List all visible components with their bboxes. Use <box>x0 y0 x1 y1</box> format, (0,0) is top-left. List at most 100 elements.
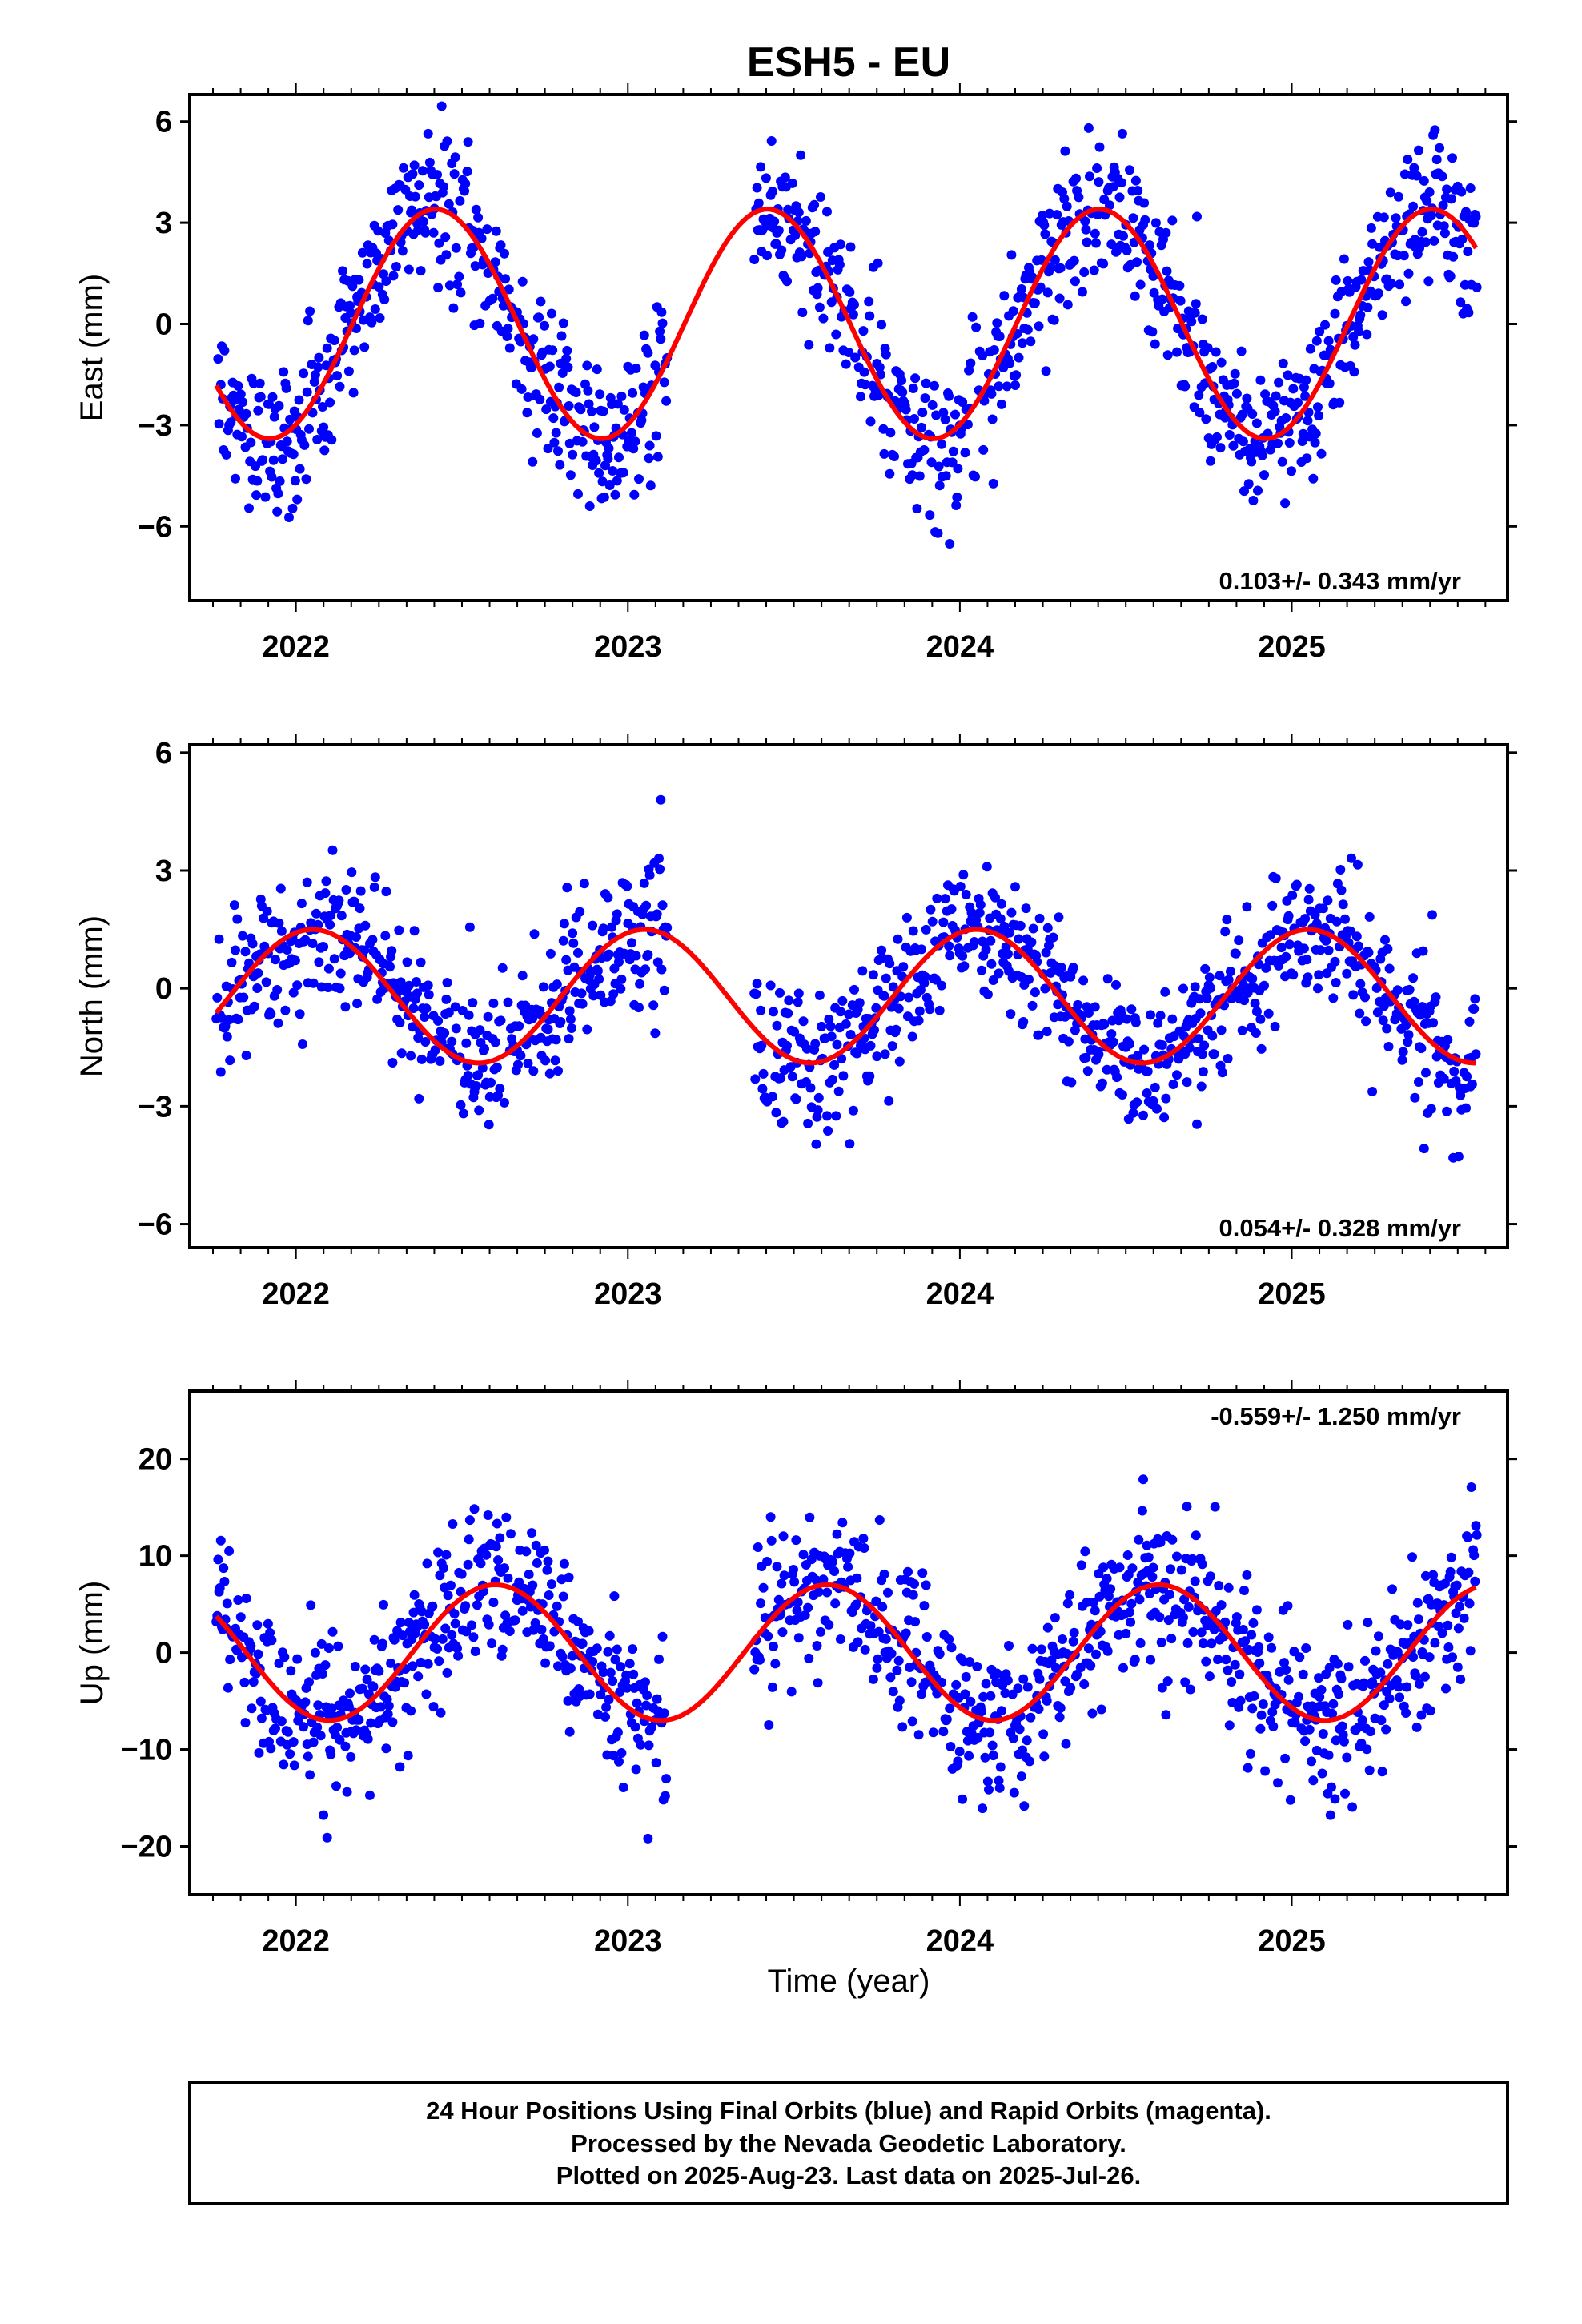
data-point <box>619 404 629 415</box>
data-point <box>367 935 378 945</box>
data-point <box>576 404 586 415</box>
data-point <box>1449 1066 1460 1076</box>
data-point <box>1019 1801 1030 1811</box>
data-point <box>639 878 649 888</box>
data-point <box>490 1037 500 1047</box>
data-point <box>999 291 1010 301</box>
data-point <box>1054 1712 1065 1723</box>
data-point <box>953 1756 963 1767</box>
data-point <box>468 998 478 1008</box>
data-point <box>368 1682 379 1692</box>
data-point <box>381 887 391 897</box>
data-point <box>1210 1502 1220 1512</box>
data-point <box>604 949 614 959</box>
data-point <box>634 474 644 485</box>
data-point <box>654 1654 664 1664</box>
data-point <box>424 157 435 167</box>
data-point <box>1313 983 1323 994</box>
data-point <box>1022 1682 1033 1692</box>
data-point <box>648 1000 659 1011</box>
data-point <box>319 1810 329 1820</box>
data-point <box>314 352 324 363</box>
data-point <box>582 1024 592 1035</box>
data-point <box>1314 411 1324 420</box>
data-point <box>661 396 672 406</box>
data-point <box>657 1631 668 1642</box>
data-point <box>1426 211 1436 221</box>
data-point <box>1472 1530 1482 1540</box>
data-point <box>1027 1643 1038 1654</box>
data-point <box>1384 1694 1395 1704</box>
data-point <box>380 931 391 941</box>
data-point <box>1371 1646 1381 1656</box>
data-point <box>1152 1104 1162 1114</box>
data-point <box>573 1617 583 1626</box>
data-point <box>408 1661 418 1671</box>
data-point <box>1221 1655 1231 1665</box>
data-point <box>484 1619 494 1630</box>
data-point <box>1287 890 1298 900</box>
data-point <box>971 322 982 332</box>
scatter-points <box>213 101 1482 549</box>
data-point <box>975 899 986 910</box>
data-point <box>433 1547 444 1558</box>
data-point <box>1056 963 1066 973</box>
data-point <box>1092 163 1102 173</box>
data-point <box>241 408 251 419</box>
data-point <box>1354 326 1363 336</box>
data-point <box>252 1620 263 1630</box>
data-point <box>357 247 367 258</box>
data-point <box>461 1038 472 1048</box>
data-point <box>1038 1729 1049 1739</box>
data-point <box>629 489 640 500</box>
data-point <box>1453 1152 1464 1162</box>
data-point <box>227 957 237 967</box>
data-point <box>818 1574 829 1585</box>
data-point <box>404 1618 414 1628</box>
data-point <box>551 428 561 438</box>
y-tick-label: 0 <box>155 972 172 1006</box>
data-point <box>1246 1748 1255 1759</box>
data-point <box>877 1602 888 1612</box>
data-point <box>557 1651 568 1662</box>
data-point <box>476 233 487 243</box>
data-point <box>844 348 854 357</box>
data-point <box>1409 163 1419 173</box>
data-point <box>319 942 329 952</box>
data-point <box>934 480 945 491</box>
data-point <box>275 476 285 486</box>
data-point <box>379 1599 388 1610</box>
data-point <box>513 1059 523 1070</box>
data-point <box>327 1626 338 1637</box>
data-point <box>1323 895 1333 906</box>
data-point <box>1367 1087 1378 1096</box>
data-point <box>901 1628 911 1638</box>
data-point <box>414 180 424 191</box>
data-point <box>841 1019 851 1029</box>
data-point <box>568 938 579 948</box>
data-point <box>454 271 464 282</box>
data-point <box>274 918 284 928</box>
data-point <box>346 1751 356 1762</box>
data-point <box>285 414 295 424</box>
data-point <box>428 1702 439 1712</box>
data-point <box>1034 913 1045 923</box>
data-point <box>1013 1683 1023 1694</box>
data-point <box>1042 1027 1052 1037</box>
data-point <box>1331 1735 1341 1746</box>
data-point <box>798 1016 809 1027</box>
data-point <box>439 1563 448 1573</box>
data-point <box>1182 1077 1192 1088</box>
data-point <box>544 1068 555 1079</box>
data-point <box>1049 315 1059 325</box>
data-point <box>1287 466 1296 476</box>
data-point <box>994 1775 1004 1786</box>
data-point <box>588 1656 598 1667</box>
data-point <box>659 1708 669 1719</box>
data-point <box>1089 265 1099 275</box>
data-point <box>749 255 760 264</box>
seasonal-fit-line <box>214 207 1479 441</box>
data-point <box>801 215 811 226</box>
data-point <box>1166 1634 1177 1644</box>
data-point <box>423 980 433 991</box>
